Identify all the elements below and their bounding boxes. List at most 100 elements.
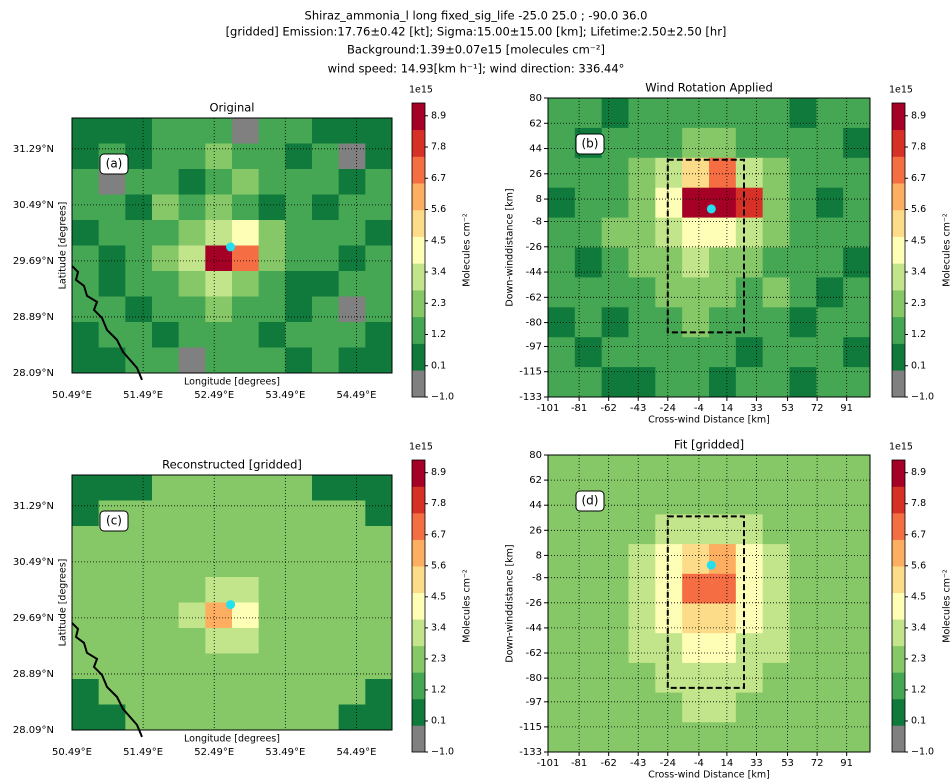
x-tick-label: 33 (750, 758, 763, 769)
heat-cell (152, 347, 180, 374)
heat-cell (72, 194, 100, 221)
colorbar-segment (892, 460, 905, 487)
heat-cell (125, 526, 153, 552)
heat-cell (816, 127, 844, 159)
colorbar-segment (892, 209, 905, 237)
heat-cell (601, 455, 629, 486)
heat-cell (125, 679, 153, 705)
heat-cell (232, 322, 260, 348)
axes-title: Wind Rotation Applied (645, 81, 773, 95)
heat-cell (72, 118, 100, 144)
y-tick-label: -44 (526, 623, 542, 634)
heat-cell (98, 577, 126, 603)
heat-cell (601, 337, 629, 368)
heat-cell (312, 271, 340, 297)
colorbar-segment (892, 183, 905, 211)
heat-cell (789, 633, 817, 664)
y-tick-label: 31.29°N (13, 144, 54, 155)
heat-cell (655, 484, 683, 515)
heat-cell (789, 157, 817, 189)
y-tick-label: 29.69°N (13, 256, 54, 267)
heat-cell (365, 245, 393, 272)
heat-cell (655, 573, 683, 604)
heat-cell (98, 551, 126, 578)
heat-cell (682, 337, 710, 368)
heat-cell (232, 245, 260, 272)
heat-cell (735, 337, 764, 368)
heat-cell (655, 337, 683, 368)
heat-cell (843, 603, 871, 634)
heat-cell (285, 169, 313, 195)
colorbar-segment (892, 566, 905, 594)
heat-cell (232, 118, 260, 144)
heat-cell (232, 475, 260, 501)
x-tick-label: 51.49°E (123, 390, 163, 401)
heat-cell (125, 577, 153, 603)
colorbar-frame (891, 102, 906, 398)
heat-cell (843, 247, 871, 278)
heat-cell (205, 220, 233, 246)
x-tick-label: 52.49°E (194, 390, 234, 401)
y-tick-label: 26 (529, 525, 542, 536)
colorbar-tick-label: 6.7 (431, 529, 446, 540)
heat-cell (338, 679, 366, 705)
heat-cell (152, 679, 180, 705)
heat-cell (365, 577, 393, 603)
heat-cell (258, 577, 286, 603)
heat-cell (574, 247, 603, 278)
x-tick-label: 51.49°E (123, 747, 163, 758)
colorbar-tick-label: 6.7 (911, 173, 926, 184)
heat-cell (655, 544, 683, 575)
heat-cell (205, 194, 233, 221)
heat-cell (178, 347, 206, 374)
colorbar-segment (412, 343, 425, 371)
heat-cell (205, 271, 233, 297)
heat-cell (98, 245, 126, 272)
heat-cell (232, 577, 260, 603)
colorbar-segment (412, 725, 425, 753)
heat-cell (816, 544, 844, 575)
x-tick-label: -101 (537, 403, 560, 414)
heat-cell (548, 127, 576, 159)
heat-cell (312, 220, 340, 246)
x-tick-label: 91 (840, 403, 853, 414)
colorbar-tick-label: 7.8 (431, 142, 446, 153)
heat-cell (152, 194, 180, 221)
heat-cell (178, 500, 206, 527)
heat-cell (258, 704, 286, 731)
x-tick-label: -43 (630, 758, 646, 769)
heat-cell (601, 98, 629, 129)
heat-cell (655, 187, 683, 219)
colorbar-segment (892, 370, 905, 398)
colorbar-tick-label: 2.3 (431, 298, 446, 309)
heat-cell (72, 245, 100, 272)
colorbar-segment (892, 619, 905, 647)
coastline (71, 265, 143, 381)
heat-cell (601, 307, 629, 338)
heat-cell (152, 245, 180, 272)
heat-cell (548, 633, 576, 664)
heat-cell (338, 271, 366, 297)
colorbar-tick-label: 2.3 (911, 298, 926, 309)
y-tick-label: 30.49°N (13, 200, 54, 211)
heat-cell (628, 337, 656, 368)
heat-cell (548, 662, 576, 694)
heat-cell (601, 544, 629, 575)
colorbar-tick-label: 8.9 (431, 467, 446, 478)
colorbar-label: Molecules cm⁻² (462, 213, 473, 287)
x-axis-label: Cross-wind Distance [km] (648, 770, 770, 781)
heat-cell (816, 573, 844, 604)
heat-cell (232, 526, 260, 552)
heat-cell (72, 169, 100, 195)
x-tick-label: 53.49°E (265, 390, 305, 401)
heat-cell (152, 577, 180, 603)
heat-cell (735, 573, 764, 604)
heat-cell (285, 220, 313, 246)
heat-cell (709, 573, 737, 604)
heat-cell (655, 98, 683, 129)
heat-cell (548, 692, 576, 723)
colorbar-tick-label: 7.8 (911, 142, 926, 153)
colorbar-segment (412, 566, 425, 594)
x-tick-label: 33 (750, 403, 763, 414)
heat-cell (601, 367, 629, 398)
